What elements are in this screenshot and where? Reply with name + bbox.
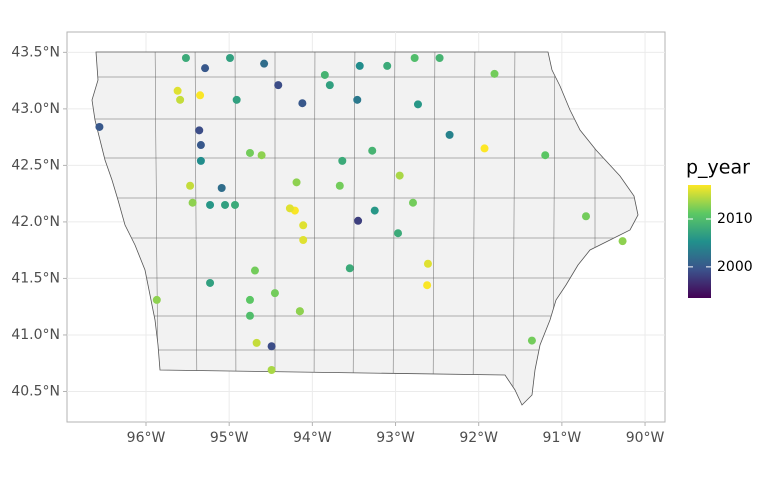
- legend-tick-label: 2010: [717, 211, 753, 227]
- point: [267, 342, 276, 351]
- point: [395, 171, 404, 180]
- point: [292, 178, 301, 187]
- point: [201, 64, 210, 73]
- point: [295, 307, 304, 316]
- point: [196, 156, 205, 165]
- point: [186, 181, 195, 190]
- point: [413, 100, 422, 109]
- y-tick-label: 42.0°N: [11, 214, 60, 230]
- point: [298, 99, 307, 108]
- point: [188, 198, 197, 207]
- point: [355, 61, 364, 70]
- point: [176, 95, 185, 104]
- point: [173, 86, 182, 95]
- y-tick-label: 41.0°N: [11, 327, 60, 343]
- point: [581, 212, 590, 221]
- y-tick-label: 43.0°N: [11, 101, 60, 117]
- point: [245, 148, 254, 157]
- point: [335, 181, 344, 190]
- point: [299, 221, 308, 230]
- point: [152, 295, 161, 304]
- point: [325, 81, 334, 90]
- point: [480, 144, 489, 153]
- x-tick-label: 91°W: [543, 430, 582, 446]
- point: [217, 184, 226, 192]
- point: [195, 126, 204, 135]
- point: [354, 216, 363, 225]
- point: [338, 156, 347, 165]
- point: [196, 91, 205, 100]
- y-tick-label: 41.5°N: [11, 270, 60, 286]
- point: [490, 69, 499, 78]
- point: [260, 59, 269, 68]
- x-tick-label: 95°W: [210, 430, 249, 446]
- colorbar: [688, 185, 711, 298]
- point: [257, 151, 266, 160]
- point: [353, 95, 362, 104]
- point: [267, 366, 276, 374]
- point: [285, 204, 294, 213]
- x-tick-label: 93°W: [376, 430, 415, 446]
- x-tick-label: 96°W: [127, 430, 166, 446]
- point: [541, 151, 550, 160]
- x-tick-label: 94°W: [293, 430, 332, 446]
- x-tick-label: 92°W: [459, 430, 498, 446]
- point: [320, 70, 329, 79]
- point: [408, 198, 417, 207]
- point: [435, 54, 444, 62]
- point: [250, 266, 259, 275]
- point: [206, 278, 215, 287]
- legend: 2000 2010: [688, 185, 753, 298]
- y-tick-label: 43.5°N: [11, 44, 60, 60]
- legend-title: p_year: [686, 157, 750, 179]
- point: [370, 206, 379, 215]
- point: [274, 81, 283, 90]
- point: [383, 61, 392, 70]
- axes: 96°W 95°W 94°W 93°W 92°W 91°W 90°W 40.5°N 41.0°N…: [11, 44, 664, 446]
- point: [232, 95, 241, 104]
- point: [618, 237, 627, 246]
- point: [95, 122, 104, 131]
- point: [299, 236, 308, 244]
- point: [196, 141, 205, 150]
- point: [368, 146, 377, 155]
- point: [226, 54, 235, 62]
- point: [221, 200, 230, 209]
- point: [245, 311, 254, 320]
- y-tick-label: 40.5°N: [11, 383, 60, 399]
- point: [270, 289, 279, 298]
- point: [345, 264, 354, 273]
- point: [445, 130, 454, 139]
- point: [206, 200, 215, 209]
- point: [423, 281, 432, 290]
- point: [527, 336, 536, 345]
- x-tick-label: 90°W: [626, 430, 665, 446]
- point: [181, 54, 190, 62]
- points: [95, 54, 627, 374]
- point: [410, 54, 419, 62]
- point: [394, 229, 403, 238]
- y-tick-label: 42.5°N: [11, 157, 60, 173]
- point: [245, 295, 254, 304]
- point: [423, 259, 432, 268]
- legend-tick-label: 2000: [717, 259, 753, 275]
- point: [231, 200, 240, 209]
- point: [252, 338, 261, 347]
